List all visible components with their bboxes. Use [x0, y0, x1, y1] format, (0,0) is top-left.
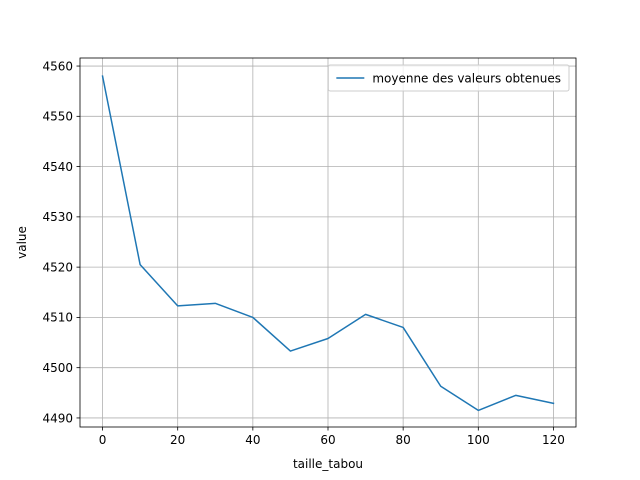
- y-tick-label: 4510: [42, 311, 73, 325]
- x-tick-label: 40: [245, 433, 260, 447]
- y-tick-label: 4560: [42, 59, 73, 73]
- x-tick-label: 0: [99, 433, 107, 447]
- plot-frame: [79, 57, 577, 428]
- y-axis-ticks: 4490 4500 4510 4520 4530 4540 4550 4560: [42, 59, 80, 425]
- x-axis-ticks: 0 20 40 60 80 100 120: [99, 427, 565, 447]
- y-tick-label: 4520: [42, 260, 73, 274]
- legend-box: [327, 64, 570, 92]
- x-tick-label: 80: [396, 433, 411, 447]
- y-tick-label: 4550: [42, 110, 73, 124]
- series-lines: [101, 75, 555, 412]
- y-tick-label: 4540: [42, 160, 73, 174]
- y-tick-label: 4490: [42, 411, 73, 425]
- x-tick-label: 100: [467, 433, 490, 447]
- x-tick-label: 60: [320, 433, 335, 447]
- y-axis-label: value: [15, 226, 29, 259]
- x-tick-label: 120: [542, 433, 565, 447]
- y-tick-label: 4530: [42, 210, 73, 224]
- x-axis-label: taille_tabou: [293, 457, 363, 471]
- series-line-0: [101, 75, 555, 412]
- legend-entry-label: moyenne des valeurs obtenues: [372, 71, 561, 85]
- x-tick-label: 20: [170, 433, 185, 447]
- y-tick-label: 4500: [42, 361, 73, 375]
- legend: moyenne des valeurs obtenues: [327, 64, 570, 92]
